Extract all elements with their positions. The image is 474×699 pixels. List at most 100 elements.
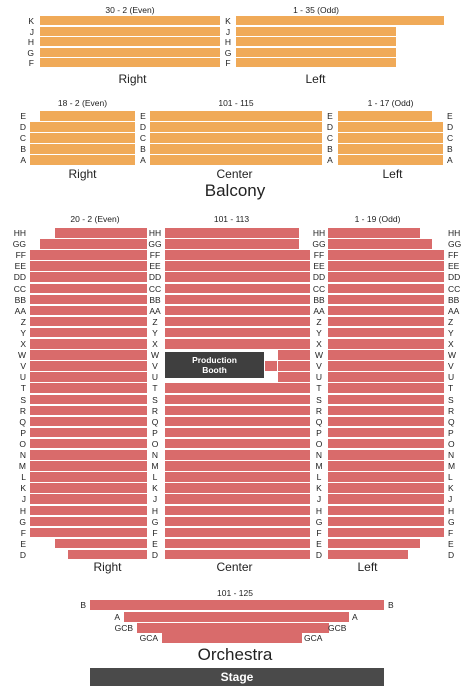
orchestra-center-right-partial bbox=[299, 438, 310, 449]
orchestra-right-row bbox=[328, 339, 444, 349]
orchestra-center-row bbox=[165, 383, 299, 393]
orchestra-left-row bbox=[30, 283, 147, 293]
pit-row bbox=[90, 600, 384, 610]
orchestra-row-label-far-right: AA bbox=[448, 305, 460, 316]
orchestra-center-row bbox=[165, 261, 299, 271]
orchestra-row-label-far-right: Y bbox=[448, 327, 454, 338]
orchestra-left-row bbox=[30, 361, 147, 371]
balcony-upper-row-label-left: J bbox=[29, 26, 34, 37]
orchestra-row-label-left-inner: N bbox=[151, 450, 159, 460]
balcony-lower-center-row bbox=[150, 111, 322, 121]
orchestra-row-label-far-left: V bbox=[20, 361, 26, 372]
orchestra-center-row bbox=[165, 483, 299, 493]
orchestra-center-header: 101 - 113 bbox=[213, 214, 250, 224]
orchestra-center-right-partial bbox=[299, 416, 310, 427]
orchestra-row-label-far-left: K bbox=[20, 483, 26, 494]
balcony-upper-row-label-mid: G bbox=[224, 47, 232, 58]
orchestra-center-row bbox=[165, 505, 299, 515]
balcony-lower-row-label-far-left: B bbox=[20, 144, 26, 154]
orchestra-center-row bbox=[165, 450, 299, 460]
orchestra-right-row bbox=[328, 450, 444, 460]
orchestra-row-label-left-inner: M bbox=[151, 461, 159, 472]
balcony-upper-left-row bbox=[40, 26, 220, 36]
orchestra-left-row bbox=[30, 383, 147, 393]
orchestra-center-right-partial bbox=[299, 394, 310, 404]
orchestra-left-row bbox=[30, 427, 147, 438]
orchestra-right-row bbox=[328, 372, 444, 382]
orchestra-row-label-far-right: M bbox=[448, 461, 456, 472]
orchestra-left-row bbox=[30, 261, 147, 271]
orchestra-left-row bbox=[30, 450, 147, 460]
production-booth: Production Booth bbox=[165, 352, 264, 378]
orchestra-row-label-left-inner: CC bbox=[148, 283, 162, 294]
pit-row-label-right: GCB bbox=[328, 623, 347, 633]
balcony-lower-right-row bbox=[338, 133, 443, 143]
balcony-lower-left-row bbox=[30, 133, 135, 143]
orchestra-center-right-partial bbox=[299, 494, 310, 504]
orchestra-left-row bbox=[30, 516, 147, 527]
orchestra-row-label-left-inner: X bbox=[152, 339, 158, 349]
pit-row-label-right: B bbox=[388, 600, 394, 610]
orchestra-right-row bbox=[328, 250, 444, 260]
orchestra-left-row bbox=[30, 250, 147, 260]
orchestra-center-row bbox=[165, 394, 299, 404]
orchestra-row-label-left-inner: Z bbox=[152, 316, 158, 327]
pit-row bbox=[162, 633, 302, 643]
balcony-upper-left-row bbox=[40, 47, 220, 57]
orchestra-row-label-far-left: S bbox=[20, 394, 26, 405]
balcony-lower-row-label-right-inner: E bbox=[327, 111, 333, 121]
booth-line-1: Production bbox=[192, 355, 237, 365]
orchestra-center-right-partial bbox=[299, 461, 310, 471]
orchestra-left-row bbox=[40, 239, 147, 249]
orchestra-row-label-right-inner: EE bbox=[313, 261, 325, 272]
orchestra-right-row bbox=[328, 305, 444, 316]
balcony-lower-row-label-right-inner: D bbox=[326, 122, 334, 132]
orchestra-row-label-far-right: W bbox=[448, 350, 457, 361]
balcony-upper-row-label-left: F bbox=[28, 58, 34, 68]
orchestra-row-label-far-left: G bbox=[19, 516, 26, 527]
booth-line-2: Booth bbox=[202, 365, 227, 375]
orchestra-row-label-right-inner: DD bbox=[312, 272, 326, 283]
orchestra-center-right-partial bbox=[299, 294, 310, 305]
balcony-lower-row-label-left-inner: B bbox=[140, 144, 146, 154]
orchestra-center-label: Center bbox=[216, 560, 253, 574]
balcony-lower-row-label-far-left: C bbox=[19, 133, 26, 143]
orchestra-row-label-far-left: M bbox=[18, 461, 26, 472]
balcony-lower-right-row bbox=[338, 144, 443, 154]
orchestra-center-right-partial bbox=[299, 383, 310, 393]
orchestra-row-label-left-inner: L bbox=[152, 472, 158, 483]
balcony-lower-row-label-left-inner: A bbox=[140, 155, 146, 165]
orchestra-booth-side-row bbox=[265, 361, 277, 371]
pit-row bbox=[124, 612, 349, 622]
orchestra-center-right-partial bbox=[278, 361, 310, 371]
balcony-lower-left-row bbox=[30, 155, 135, 165]
orchestra-row-label-far-left: L bbox=[21, 472, 26, 483]
balcony-lower-row-label-far-right: A bbox=[447, 155, 453, 165]
orchestra-row-label-right-inner: X bbox=[316, 339, 322, 349]
orchestra-center-right-partial bbox=[299, 527, 310, 538]
orchestra-left-row bbox=[30, 461, 147, 471]
orchestra-center-row bbox=[165, 461, 299, 471]
orchestra-center-row bbox=[165, 316, 299, 327]
orchestra-row-label-far-left: T bbox=[20, 383, 26, 394]
orchestra-row-label-right-inner: L bbox=[316, 472, 322, 483]
orchestra-right-row bbox=[328, 461, 444, 471]
pit-row-label-left: GCB bbox=[114, 623, 133, 633]
orchestra-center-row bbox=[165, 228, 299, 238]
orchestra-left-row bbox=[55, 228, 147, 238]
orchestra-right-row bbox=[328, 239, 432, 249]
orchestra-left-row bbox=[55, 538, 147, 549]
balcony-lower-row-label-right-inner: B bbox=[327, 144, 333, 154]
orchestra-center-row bbox=[165, 516, 299, 527]
orchestra-row-label-left-inner: HH bbox=[148, 228, 162, 238]
orchestra-row-label-far-left: O bbox=[19, 438, 26, 449]
orchestra-row-label-far-left: J bbox=[21, 494, 26, 505]
orchestra-right-row bbox=[328, 327, 444, 338]
balcony-upper-row-label-left: K bbox=[28, 16, 34, 26]
orchestra-row-label-far-right: X bbox=[448, 339, 454, 349]
orchestra-row-label-far-left: U bbox=[19, 372, 26, 383]
orchestra-row-label-far-right: DD bbox=[448, 272, 461, 283]
orchestra-left-row bbox=[30, 394, 147, 404]
balcony-lower-row-label-left-inner: D bbox=[139, 122, 147, 132]
